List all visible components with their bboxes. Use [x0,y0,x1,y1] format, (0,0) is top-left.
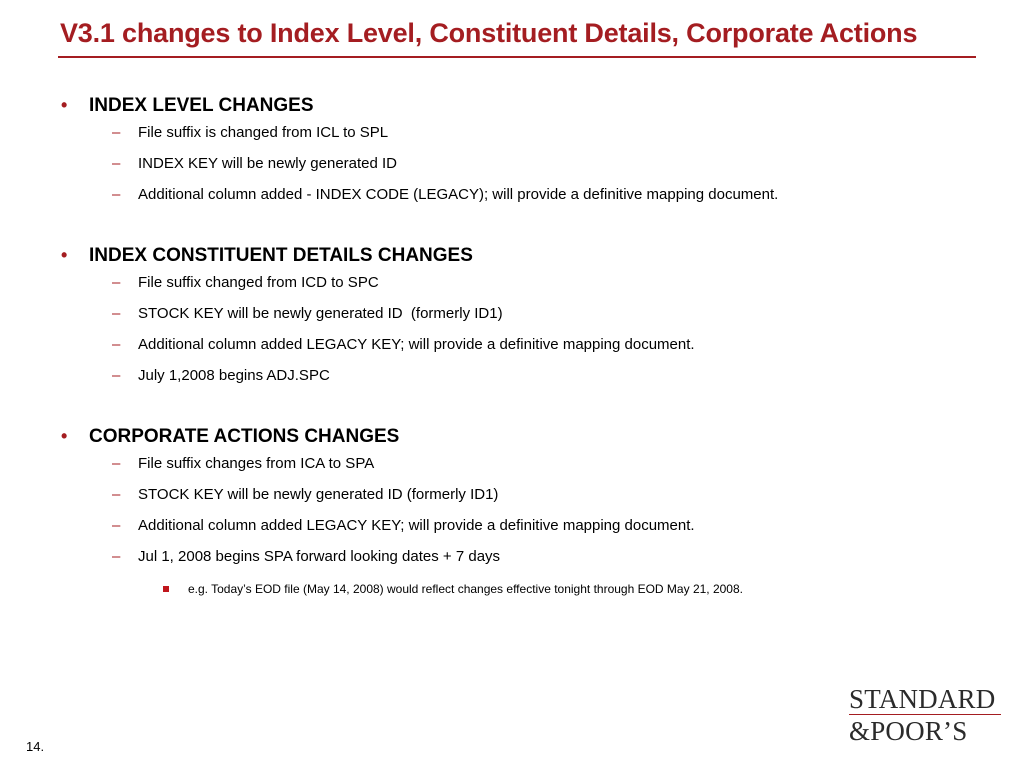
section-constituent-details: • INDEX CONSTITUENT DETAILS CHANGES – Fi… [60,245,1000,398]
list-item-text: July 1,2008 begins ADJ.SPC [138,367,330,384]
dash-icon: – [112,124,121,141]
list-item: – STOCK KEY will be newly generated ID (… [60,486,1000,517]
list-item: – Additional column added LEGACY KEY; wi… [60,336,1000,367]
list-item-text: Jul 1, 2008 begins SPA forward looking d… [138,548,501,565]
list-item-text: STOCK KEY will be newly generated ID (fo… [138,486,499,503]
list-item: – July 1,2008 begins ADJ.SPC [60,367,1000,398]
list-item-text: Additional column added LEGACY KEY; will… [138,517,695,534]
dash-icon: – [112,486,121,503]
slide-body: • INDEX LEVEL CHANGES – File suffix is c… [60,95,1000,599]
heading-text: INDEX CONSTITUENT DETAILS CHANGES [89,245,473,266]
dash-icon: – [112,336,121,353]
dash-icon: – [112,517,121,534]
slide-title: V3.1 changes to Index Level, Constituent… [60,18,918,48]
dash-icon: – [112,155,121,172]
list-item-text: Additional column added - INDEX CODE (LE… [138,186,779,203]
bullet-icon: • [61,245,68,265]
list-item: – File suffix is changed from ICL to SPL [60,124,1000,155]
sub-list-item: e.g. Today’s EOD file (May 14, 2008) wou… [60,579,1000,599]
section-heading: • INDEX CONSTITUENT DETAILS CHANGES [60,245,1000,274]
title-underline [58,56,976,58]
dash-icon: – [112,367,121,384]
dash-icon: – [112,305,121,322]
dash-icon: – [112,548,121,565]
standard-and-poors-logo: STANDARD &POOR’S [849,684,1001,748]
heading-text: INDEX LEVEL CHANGES [89,95,314,116]
dash-icon: – [112,186,121,203]
list-item-text: File suffix changed from ICD to SPC [138,274,379,291]
sub-list-item-text: e.g. Today’s EOD file (May 14, 2008) wou… [188,582,743,596]
list-item: – File suffix changes from ICA to SPA [60,455,1000,486]
list-item: – INDEX KEY will be newly generated ID [60,155,1000,186]
heading-text: CORPORATE ACTIONS CHANGES [89,426,400,447]
list-item: – Jul 1, 2008 begins SPA forward looking… [60,548,1000,579]
list-item: – Additional column added - INDEX CODE (… [60,186,1000,217]
square-bullet-icon [163,586,169,592]
list-item: – File suffix changed from ICD to SPC [60,274,1000,305]
list-item-text: INDEX KEY will be newly generated ID [138,155,398,172]
section-heading: • CORPORATE ACTIONS CHANGES [60,426,1000,455]
list-item-text: Additional column added LEGACY KEY; will… [138,336,695,353]
logo-line-2: &POOR’S [849,716,968,746]
list-item: – STOCK KEY will be newly generated ID (… [60,305,1000,336]
bullet-icon: • [61,95,68,115]
dash-icon: – [112,455,121,472]
section-index-level: • INDEX LEVEL CHANGES – File suffix is c… [60,95,1000,217]
page-number: 14. [26,739,45,754]
list-item-text: File suffix is changed from ICL to SPL [138,124,389,141]
section-corporate-actions: • CORPORATE ACTIONS CHANGES – File suffi… [60,426,1000,599]
section-heading: • INDEX LEVEL CHANGES [60,95,1000,124]
list-item: – Additional column added LEGACY KEY; wi… [60,517,1000,548]
logo-line-1: STANDARD [849,684,1001,715]
list-item-text: STOCK KEY will be newly generated ID (fo… [138,305,503,322]
bullet-icon: • [61,426,68,446]
dash-icon: – [112,274,121,291]
list-item-text: File suffix changes from ICA to SPA [138,455,375,472]
